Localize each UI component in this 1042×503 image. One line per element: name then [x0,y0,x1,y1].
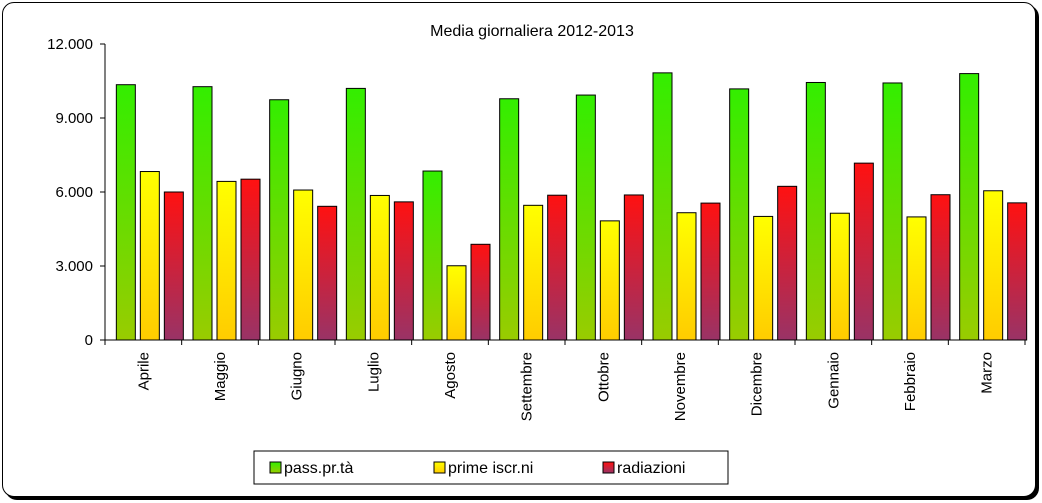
bar-radiazioni-Dicembre [777,185,798,341]
axes: 0 3.000 6.000 9.000 12.000 Aprile Maggio Giugno… [47,36,1026,421]
x-tick-label: Gennaio [825,352,842,409]
bars [115,72,1028,341]
bar-radiazioni-Marzo [1007,202,1028,341]
legend-swatch [269,461,282,474]
bar-prime iscr.ni-Ottobre [599,220,620,341]
y-tick-label: 0 [85,332,93,349]
x-tick-label: Novembre [672,352,689,421]
bar-pass.pr.tà-Aprile [115,84,136,341]
bar-prime iscr.ni-Novembre [676,212,697,341]
bar-radiazioni-Agosto [470,243,491,341]
bar-radiazioni-Settembre [547,194,568,341]
bar-pass.pr.tà-Agosto [422,170,443,341]
bar-prime iscr.ni-Dicembre [753,215,774,341]
chart-title: Media giornaliera 2012-2013 [430,23,634,40]
bar-pass.pr.tà-Maggio [192,86,213,341]
x-tick-label: Aprile [135,352,152,390]
bar-pass.pr.tà-Settembre [499,98,520,341]
bar-prime iscr.ni-Giugno [293,189,314,341]
bar-pass.pr.tà-Febbraio [882,82,903,341]
legend: pass.pr.tà prime iscr.ni radiazioni [253,450,729,485]
bar-pass.pr.tà-Ottobre [575,94,596,341]
bar-pass.pr.tà-Dicembre [729,88,750,341]
y-tick-label: 3.000 [55,258,93,275]
x-tick-label: Luglio [365,352,382,392]
legend-label: radiazioni [617,460,685,477]
bar-radiazioni-Giugno [317,205,338,341]
bar-radiazioni-Maggio [240,178,261,341]
bar-radiazioni-Ottobre [623,194,644,341]
x-tick-label: Dicembre [749,352,766,416]
legend-label: prime iscr.ni [448,460,533,477]
x-tick-label: Ottobre [595,352,612,402]
bar-pass.pr.tà-Novembre [652,72,673,341]
bar-radiazioni-Gennaio [853,162,874,341]
legend-label: pass.pr.tà [284,460,353,477]
x-tick-label: Settembre [519,352,536,421]
legend-swatch [433,461,446,474]
legend-box [253,450,729,485]
bar-radiazioni-Aprile [163,191,184,341]
bar-radiazioni-Novembre [700,202,721,341]
bar-prime iscr.ni-Settembre [523,204,544,341]
bar-pass.pr.tà-Luglio [345,87,366,341]
y-tick-label: 6.000 [55,184,93,201]
x-tick-label: Giugno [289,352,306,400]
bar-prime iscr.ni-Febbraio [906,216,927,341]
bar-prime iscr.ni-Marzo [983,190,1004,341]
bar-pass.pr.tà-Gennaio [805,81,826,341]
bar-prime iscr.ni-Luglio [369,194,390,341]
bar-prime iscr.ni-Gennaio [829,212,850,341]
x-tick-label: Febbraio [902,352,919,411]
x-tick-label: Marzo [979,352,996,394]
y-tick-label: 12.000 [47,36,93,53]
bar-radiazioni-Febbraio [930,194,951,341]
bar-radiazioni-Luglio [393,201,414,341]
y-tick-label: 9.000 [55,110,93,127]
bar-prime iscr.ni-Aprile [139,171,160,341]
bar-prime iscr.ni-Agosto [446,265,467,341]
x-tick-label: Agosto [442,352,459,399]
legend-swatch [602,461,615,474]
bar-pass.pr.tà-Giugno [269,99,290,341]
bar-prime iscr.ni-Maggio [216,180,237,341]
bar-pass.pr.tà-Marzo [959,73,980,341]
x-tick-label: Maggio [212,352,229,401]
